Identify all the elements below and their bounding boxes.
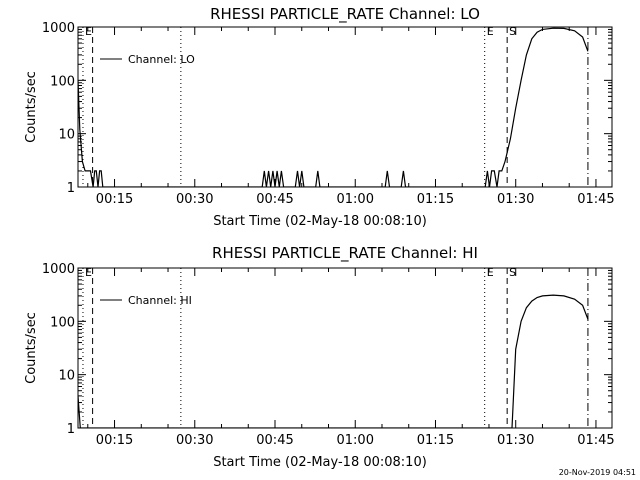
chart-1-series-line — [78, 294, 589, 428]
chart-1-event-marker-label: E — [487, 266, 494, 279]
chart-0-x-tick-label: 01:15 — [417, 192, 454, 207]
chart-hi: RHESSI PARTICLE_RATE Channel: HI 1 10 100 10… — [24, 244, 615, 470]
chart-0-x-axis-label: Start Time (02-May-18 00:08:10) — [213, 214, 427, 229]
chart-0-x-tick-label: 00:15 — [96, 192, 133, 207]
chart-0-event-marker-label: E — [85, 25, 92, 38]
chart-1-y-tick-label: 10 — [58, 369, 75, 384]
chart-0-series-line — [78, 27, 589, 187]
chart-0-x-tick-label: 01:00 — [337, 192, 374, 207]
chart-0-y-tick-label: 1 — [67, 181, 75, 196]
chart-0-x-tick-label: 01:30 — [497, 192, 534, 207]
chart-0-x-tick-label: 01:45 — [577, 192, 614, 207]
chart-0-title: RHESSI PARTICLE_RATE Channel: LO — [210, 5, 480, 24]
chart-1-y-tick-label: 1000 — [42, 262, 75, 277]
chart-1-y-tick-label: 100 — [50, 315, 75, 330]
chart-1-x-tick-label: 01:15 — [417, 433, 454, 448]
chart-1-x-tick-label: 01:00 — [337, 433, 374, 448]
chart-0-y-axis-label: Counts/sec — [24, 71, 39, 143]
chart-1-x-tick-label: 01:45 — [577, 433, 614, 448]
chart-0-y-tick-label: 1000 — [42, 21, 75, 36]
chart-1-event-marker-label: S — [509, 266, 516, 279]
generation-timestamp: 20-Nov-2019 04:51 — [559, 468, 636, 477]
chart-0-x-tick-label: 00:30 — [176, 192, 213, 207]
chart-1-x-tick-label: 00:15 — [96, 433, 133, 448]
chart-0-y-tick-label: 100 — [50, 74, 75, 89]
chart-1-x-tick-label: 00:45 — [256, 433, 293, 448]
chart-lo: RHESSI PARTICLE_RATE Channel: LO 1 10 100 10… — [24, 5, 615, 229]
chart-1-x-tick-label: 00:30 — [176, 433, 213, 448]
chart-0-y-tick-label: 10 — [58, 128, 75, 143]
chart-0-legend-label: Channel: LO — [128, 53, 195, 66]
chart-1-y-tick-label: 1 — [67, 422, 75, 437]
chart-1-x-axis-label: Start Time (02-May-18 00:08:10) — [213, 455, 427, 470]
chart-1-legend-label: Channel: HI — [128, 294, 192, 307]
chart-1-event-marker-label: E — [85, 266, 92, 279]
chart-1-x-tick-label: 01:30 — [497, 433, 534, 448]
chart-0-event-marker-label: S — [509, 25, 516, 38]
chart-0-event-marker-label: E — [487, 25, 494, 38]
chart-1-title: RHESSI PARTICLE_RATE Channel: HI — [212, 244, 478, 263]
chart-0-x-tick-label: 00:45 — [256, 192, 293, 207]
chart-1-y-axis-label: Counts/sec — [24, 312, 39, 384]
